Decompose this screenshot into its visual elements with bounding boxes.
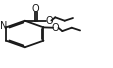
- Text: N: N: [0, 21, 7, 31]
- Text: O: O: [45, 16, 52, 26]
- Text: O: O: [52, 23, 59, 33]
- Text: O: O: [31, 4, 39, 14]
